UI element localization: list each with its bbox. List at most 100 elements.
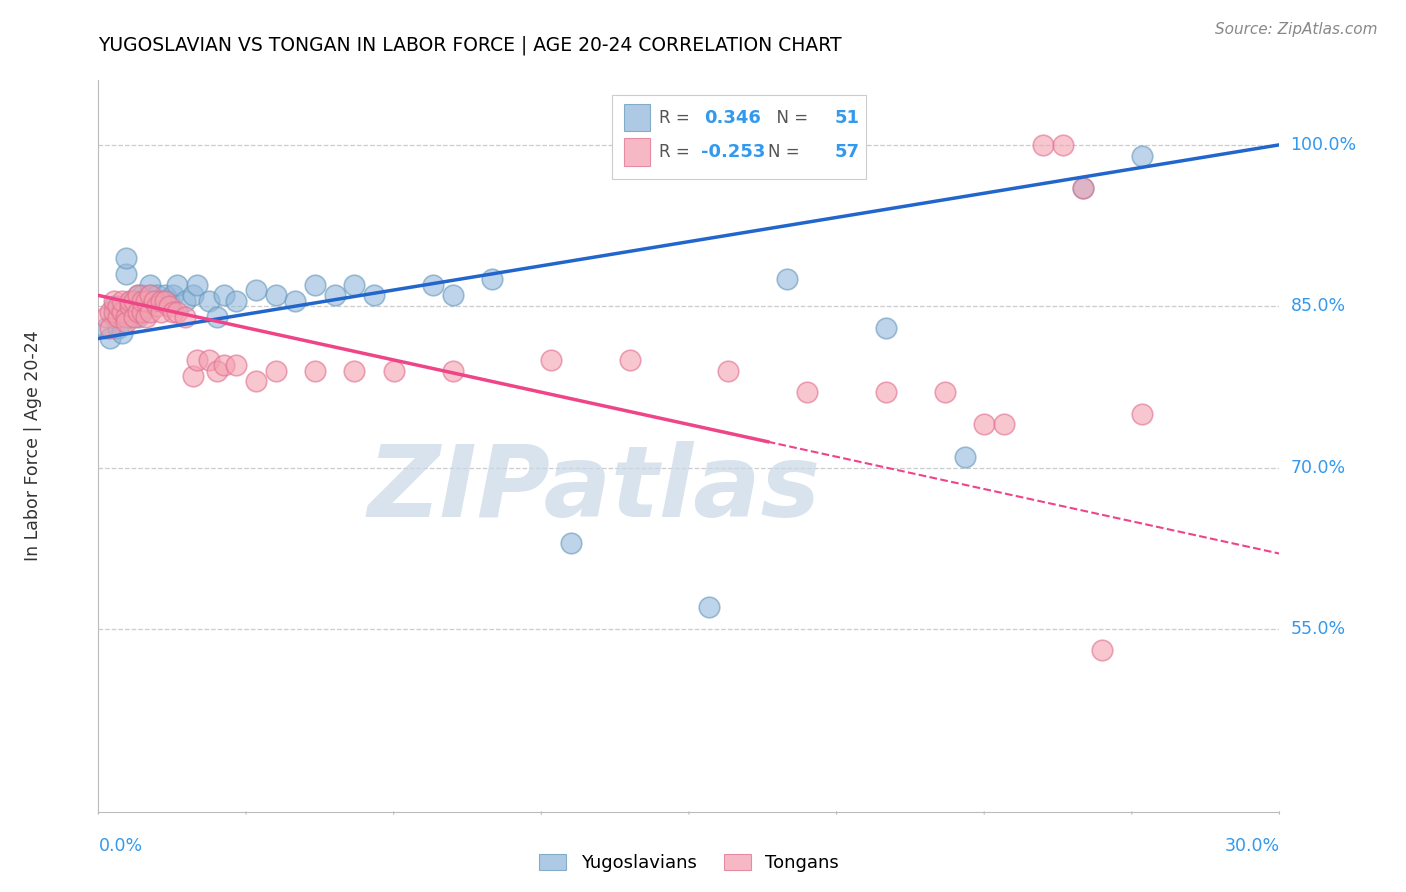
Legend: Yugoslavians, Tongans: Yugoslavians, Tongans — [531, 847, 846, 880]
Point — [96, 320, 118, 334]
Point — [1052, 137, 1074, 152]
Point — [481, 272, 503, 286]
Text: R =: R = — [659, 143, 696, 161]
Point — [186, 353, 208, 368]
Text: In Labor Force | Age 20-24: In Labor Force | Age 20-24 — [24, 331, 42, 561]
Point — [115, 267, 138, 281]
Point — [98, 331, 121, 345]
Point — [96, 310, 118, 324]
Point — [115, 310, 138, 324]
Point — [205, 364, 228, 378]
Point — [107, 320, 129, 334]
Text: 0.0%: 0.0% — [98, 837, 142, 855]
Point — [98, 304, 121, 318]
Point — [343, 277, 366, 292]
Point — [1130, 148, 1153, 162]
Point — [103, 299, 125, 313]
Point — [103, 304, 125, 318]
Text: R =: R = — [659, 109, 696, 127]
Text: 30.0%: 30.0% — [1225, 837, 1279, 855]
Point — [441, 288, 464, 302]
Point — [118, 293, 141, 308]
Point — [111, 326, 134, 340]
Point — [155, 293, 177, 308]
Point — [619, 353, 641, 368]
Point — [107, 310, 129, 324]
Point — [1071, 181, 1094, 195]
Point — [1032, 137, 1054, 152]
Point — [382, 364, 405, 378]
Point — [776, 272, 799, 286]
FancyBboxPatch shape — [624, 103, 650, 131]
Point — [157, 293, 180, 308]
Point — [197, 353, 219, 368]
Point — [115, 251, 138, 265]
Point — [186, 277, 208, 292]
Point — [181, 369, 204, 384]
Point — [111, 293, 134, 308]
FancyBboxPatch shape — [612, 95, 866, 179]
Point — [122, 310, 145, 324]
Point — [146, 299, 169, 313]
Point — [142, 293, 165, 308]
Point — [131, 304, 153, 318]
Point — [157, 299, 180, 313]
Point — [245, 375, 267, 389]
Text: 0.346: 0.346 — [704, 109, 761, 127]
Point — [264, 288, 287, 302]
Text: ZIPatlas: ZIPatlas — [368, 442, 821, 539]
Point — [197, 293, 219, 308]
Point — [304, 364, 326, 378]
Point — [162, 288, 184, 302]
Point — [560, 536, 582, 550]
Point — [115, 315, 138, 329]
Point — [1091, 643, 1114, 657]
Point — [1071, 181, 1094, 195]
Text: 100.0%: 100.0% — [1291, 136, 1357, 153]
Point — [98, 320, 121, 334]
Point — [122, 293, 145, 308]
Point — [245, 283, 267, 297]
Text: -0.253: -0.253 — [700, 143, 765, 161]
Point — [174, 293, 197, 308]
Point — [796, 385, 818, 400]
Point — [103, 293, 125, 308]
Point — [103, 310, 125, 324]
Point — [225, 359, 247, 373]
Point — [441, 364, 464, 378]
Point — [875, 385, 897, 400]
Point — [107, 304, 129, 318]
Point — [107, 299, 129, 313]
Point — [973, 417, 995, 432]
FancyBboxPatch shape — [624, 138, 650, 166]
Point — [127, 304, 149, 318]
Point — [953, 450, 976, 464]
Point — [1130, 407, 1153, 421]
Text: 55.0%: 55.0% — [1291, 620, 1346, 638]
Point — [118, 310, 141, 324]
Text: Source: ZipAtlas.com: Source: ZipAtlas.com — [1215, 22, 1378, 37]
Text: 57: 57 — [834, 143, 859, 161]
Point — [264, 364, 287, 378]
Point — [181, 288, 204, 302]
Point — [127, 310, 149, 324]
Point — [717, 364, 740, 378]
Point — [131, 288, 153, 302]
Text: YUGOSLAVIAN VS TONGAN IN LABOR FORCE | AGE 20-24 CORRELATION CHART: YUGOSLAVIAN VS TONGAN IN LABOR FORCE | A… — [98, 36, 842, 55]
Point — [697, 600, 720, 615]
Point — [111, 304, 134, 318]
Point — [875, 320, 897, 334]
Point — [162, 304, 184, 318]
Point — [135, 310, 157, 324]
Point — [323, 288, 346, 302]
Point — [127, 288, 149, 302]
Point — [155, 288, 177, 302]
Point — [205, 310, 228, 324]
Point — [135, 293, 157, 308]
Point — [150, 304, 173, 318]
Point — [214, 359, 236, 373]
Point — [422, 277, 444, 292]
Point — [142, 293, 165, 308]
Point — [135, 299, 157, 313]
Point — [138, 288, 160, 302]
